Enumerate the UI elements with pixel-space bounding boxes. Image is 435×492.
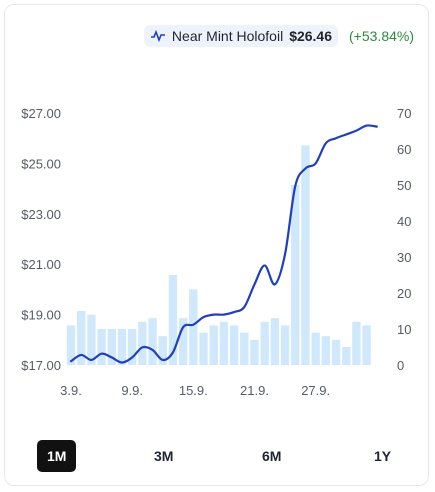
legend-series-name: Near Mint Holofoil [171, 28, 284, 44]
date-axis-tick: 3.9. [60, 383, 82, 398]
volume-bar [148, 318, 157, 365]
price-line [69, 124, 378, 364]
volume-bar [280, 325, 290, 365]
volume-bar [291, 185, 300, 365]
volume-bar [127, 329, 137, 365]
volume-bar [209, 325, 218, 365]
volume-axis-tick: 50 [397, 178, 411, 193]
volume-bar [158, 336, 167, 365]
volume-bar [301, 145, 310, 365]
legend-series-chip[interactable]: Near Mint Holofoil $26.46 [143, 25, 339, 47]
chart-legend: Near Mint Holofoil $26.46 (+53.84%) [143, 25, 414, 47]
volume-axis-tick: 20 [397, 286, 411, 301]
price-axis-tick: $19.00 [21, 308, 61, 323]
volume-bar [117, 329, 127, 365]
range-button-1m[interactable]: 1M [37, 440, 77, 472]
volume-bar [107, 329, 116, 365]
volume-bar [219, 321, 229, 365]
price-axis-tick: $23.00 [21, 207, 61, 222]
range-button-6m[interactable]: 6M [252, 440, 291, 472]
volume-bar [87, 314, 96, 365]
volume-bar [321, 336, 331, 365]
volume-bar [362, 325, 371, 365]
date-axis-tick: 27.9. [301, 383, 330, 398]
price-axis-tick: $21.00 [21, 257, 61, 272]
volume-bar [66, 325, 76, 365]
price-axis-tick: $27.00 [21, 106, 61, 121]
volume-bar [77, 311, 86, 365]
range-selector: 1M 3M 6M 1Y [37, 440, 407, 472]
volume-bar [250, 339, 259, 365]
volume-bar [178, 318, 188, 365]
volume-axis-tick: 10 [397, 322, 411, 337]
legend-price: $26.46 [289, 28, 333, 44]
price-axis-tick: $17.00 [21, 358, 61, 373]
volume-bar [260, 321, 269, 365]
legend-change: (+53.84%) [349, 28, 414, 44]
volume-bar [97, 329, 106, 365]
volume-bar [352, 321, 361, 365]
date-axis-tick: 15.9. [179, 383, 208, 398]
volume-axis-tick: 60 [397, 142, 411, 157]
volume-bar [199, 332, 208, 365]
volume-bar [270, 318, 280, 365]
volume-bar [168, 275, 178, 365]
price-axis-tick: $25.00 [21, 156, 61, 171]
volume-bar [229, 325, 239, 365]
volume-bar [138, 321, 147, 365]
volume-axis-tick: 0 [397, 358, 404, 373]
volume-bar [331, 339, 341, 365]
price-chart: $27.00 $25.00 $23.00 $21.00 $19.00 $17.00 70 60… [21, 106, 411, 398]
range-button-1y[interactable]: 1Y [364, 440, 401, 472]
volume-bar [311, 332, 320, 365]
volume-bar [189, 289, 198, 365]
range-button-3m[interactable]: 3M [144, 440, 183, 472]
volume-axis-tick: 70 [397, 106, 411, 121]
line-chart-icon [150, 30, 165, 42]
volume-bar [240, 332, 249, 365]
date-axis-tick: 21.9. [240, 383, 269, 398]
date-axis-tick: 9.9. [121, 383, 143, 398]
volume-bar [342, 347, 351, 365]
volume-axis-tick: 30 [397, 250, 411, 265]
volume-axis-tick: 40 [397, 214, 411, 229]
price-chart-card: Near Mint Holofoil $26.46 (+53.84%) $27.… [4, 4, 429, 486]
